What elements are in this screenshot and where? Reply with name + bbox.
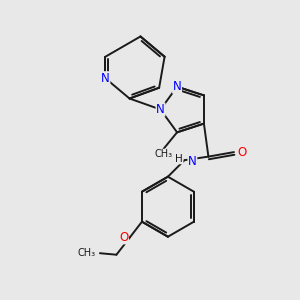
Text: N: N: [188, 155, 197, 168]
Text: CH₃: CH₃: [154, 149, 172, 159]
Text: N: N: [101, 72, 110, 85]
Text: N: N: [156, 103, 165, 116]
Text: CH₃: CH₃: [77, 248, 95, 258]
Text: O: O: [238, 146, 247, 159]
Text: O: O: [119, 231, 128, 244]
Text: H: H: [175, 154, 183, 164]
Text: N: N: [173, 80, 182, 93]
